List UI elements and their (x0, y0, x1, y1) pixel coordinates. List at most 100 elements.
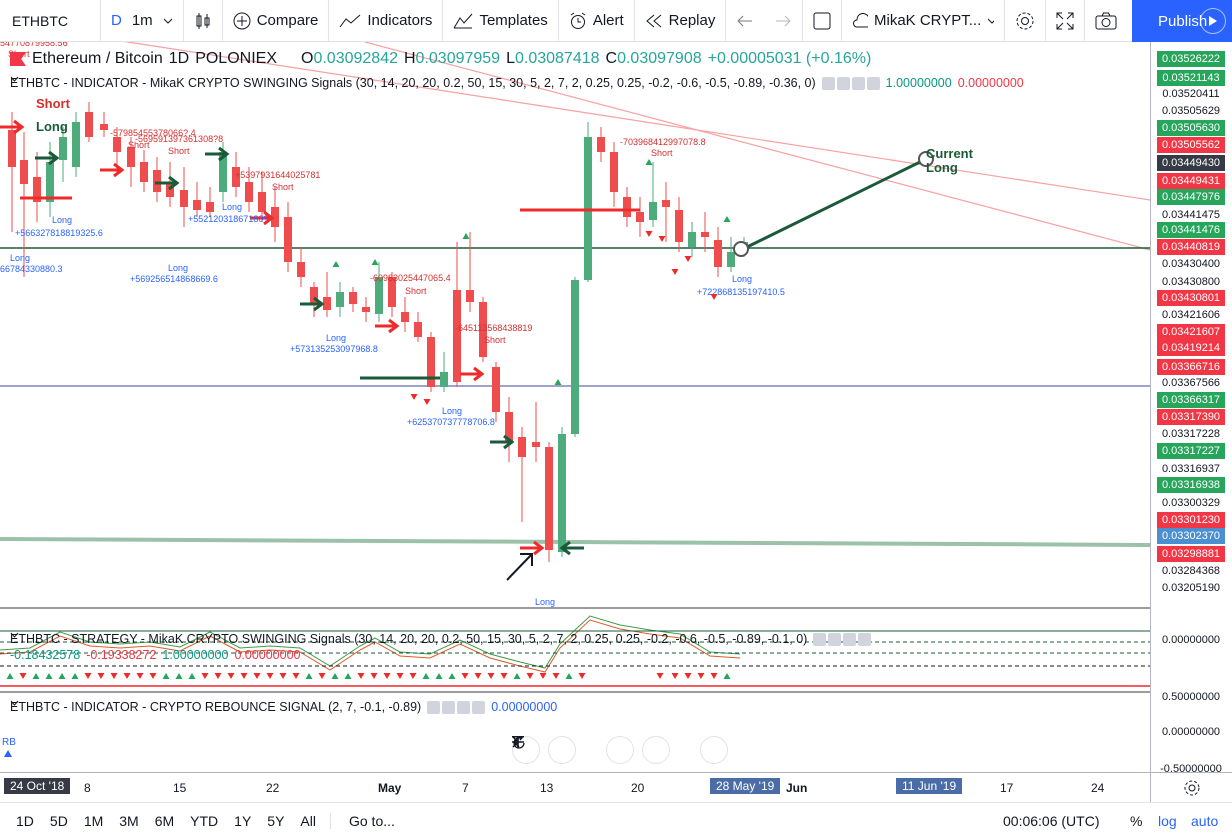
braces-icon (457, 700, 471, 714)
triangle-up-icon (723, 673, 731, 679)
reset-icon (513, 736, 525, 749)
range-3m-button[interactable]: 3M (119, 813, 139, 829)
indicator-actions[interactable] (821, 76, 880, 90)
triangle-down-icon (710, 673, 718, 679)
log-scale-toggle[interactable]: log (1158, 813, 1177, 829)
indicators-button[interactable]: Indicators (329, 0, 442, 42)
indicator-actions[interactable] (427, 700, 486, 714)
clock-timezone[interactable]: 00:06:06 (UTC) (1003, 813, 1100, 829)
settings-button[interactable] (1005, 0, 1045, 42)
range-ytd-button[interactable]: YTD (190, 813, 219, 829)
scroll-left-button[interactable] (512, 736, 634, 764)
triangle-down-icon (396, 673, 404, 679)
triangle-up-icon (723, 216, 731, 222)
candle-body (127, 147, 135, 167)
price-label: 0.03447976 (1157, 189, 1225, 205)
price-label: 0.03317228 (1157, 426, 1225, 442)
indicator-legend-swinging[interactable]: ETHBTC - INDICATOR - MikaK CRYPTO SWINGI… (10, 76, 1024, 90)
alarm-clock-icon (570, 12, 586, 29)
candle-body (545, 447, 553, 550)
goto-button[interactable]: Go to... (329, 813, 395, 829)
layout-selector[interactable]: MikaK CRYPT... (842, 0, 1004, 42)
price-label: 0.03302370 (1157, 528, 1225, 544)
indicator-actions[interactable] (813, 632, 872, 646)
candle-body (636, 212, 644, 222)
range-1m-button[interactable]: 1M (83, 813, 104, 829)
undo-icon (737, 15, 753, 26)
cloud-icon (853, 12, 868, 27)
range-6m-button[interactable]: 6M (154, 813, 175, 829)
reset-chart-button[interactable] (513, 736, 728, 764)
gear-icon (836, 76, 850, 90)
annotation-text: -645113568438819 (455, 323, 532, 333)
range-1d-button[interactable]: 1D (16, 813, 34, 829)
indicator-legend-rebounce[interactable]: ETHBTC - INDICATOR - CRYPTO REBOUNCE SIG… (10, 700, 557, 714)
templates-label: Templates (479, 12, 548, 29)
eye-icon (813, 632, 827, 646)
annotation-text: +573135253097968.8 (290, 344, 378, 354)
chart-canvas[interactable]: 54770879958.56ShortShortLongCurrentLong+… (0, 42, 1150, 772)
fullscreen-button[interactable] (1046, 0, 1084, 42)
triangle-down-icon (487, 673, 495, 679)
indicator-value: 0.00000000 (491, 700, 558, 714)
publish-button[interactable]: Publish (1132, 0, 1232, 42)
chevron-down-icon[interactable] (10, 76, 19, 82)
interval-selector[interactable]: D 1m (101, 0, 183, 42)
snapshot-button[interactable] (1085, 0, 1127, 42)
templates-button[interactable]: Templates (443, 0, 557, 42)
time-label: May (378, 781, 402, 795)
annotation-text: +5397931644025781 (235, 170, 320, 180)
zoom-in-button[interactable] (512, 736, 576, 764)
price-label: 0.03366716 (1157, 359, 1225, 375)
candle-body (453, 290, 461, 382)
compare-button[interactable]: Compare (223, 0, 329, 42)
candle-body (336, 292, 344, 307)
time-label: 20 (631, 781, 645, 795)
square-icon (813, 12, 831, 29)
candle-body (59, 137, 67, 160)
price-scale[interactable]: 0.03526222 0.03521143 0.03520411 0.03505629… (1150, 42, 1232, 772)
fullscreen-toggle-button[interactable] (803, 0, 841, 42)
annotation-text: -569591397361308?8 (135, 134, 223, 144)
range-all-button[interactable]: All (300, 813, 316, 829)
gear-icon (1016, 12, 1034, 29)
price-label: 0.03521143 (1157, 70, 1225, 86)
replay-button[interactable]: Replay (635, 0, 726, 42)
pane-scale-label: -0.50000000 (1160, 763, 1222, 772)
candle-body (714, 240, 722, 267)
price-label: 0.03366317 (1157, 392, 1225, 408)
close-icon (858, 632, 872, 646)
scale-settings-button[interactable] (1150, 772, 1232, 802)
triangle-up-icon (344, 673, 352, 679)
time-label-highlight: 28 May '19 (710, 778, 781, 794)
range-5y-button[interactable]: 5Y (267, 813, 285, 829)
percent-scale-toggle[interactable]: % (1130, 813, 1143, 829)
candle-body (232, 167, 240, 187)
rb-marker: RB (2, 737, 16, 757)
triangle-down-icon (201, 673, 209, 679)
auto-scale-toggle[interactable]: auto (1191, 813, 1219, 829)
triangle-down-icon (240, 673, 248, 679)
indicator-legend-strategy[interactable]: ETHBTC - STRATEGY - MikaK CRYPTO SWINGIN… (10, 632, 872, 646)
signal-arrow (205, 146, 230, 162)
price-label: 0.03430400 (1157, 256, 1225, 272)
price-label: 0.03505562 (1157, 137, 1225, 153)
range-5d-button[interactable]: 5D (49, 813, 68, 829)
annotation-text: -57985455378066?.4 (110, 128, 196, 138)
symbol-search[interactable]: ETHBTC (0, 0, 100, 42)
signal-arrow (100, 162, 125, 178)
chart-pane[interactable]: 54770879958.56ShortShortLongCurrentLong+… (0, 42, 1150, 772)
price-label: 0.03316937 (1157, 461, 1225, 477)
scroll-right-button[interactable] (512, 736, 670, 764)
redo-button[interactable] (764, 0, 802, 42)
undo-button[interactable] (726, 0, 764, 42)
chevron-down-icon[interactable] (10, 700, 19, 706)
chart-type-button[interactable] (184, 0, 222, 42)
time-scale[interactable]: 24 Oct '18 8 15 22 May 7 13 20 28 May '1… (0, 772, 1150, 802)
chevron-down-icon[interactable] (10, 632, 19, 638)
candle-body (85, 112, 93, 137)
triangle-down-icon (227, 673, 235, 679)
alert-button[interactable]: Alert (559, 0, 634, 42)
range-1y-button[interactable]: 1Y (234, 813, 252, 829)
triangle-up-icon (188, 673, 196, 679)
